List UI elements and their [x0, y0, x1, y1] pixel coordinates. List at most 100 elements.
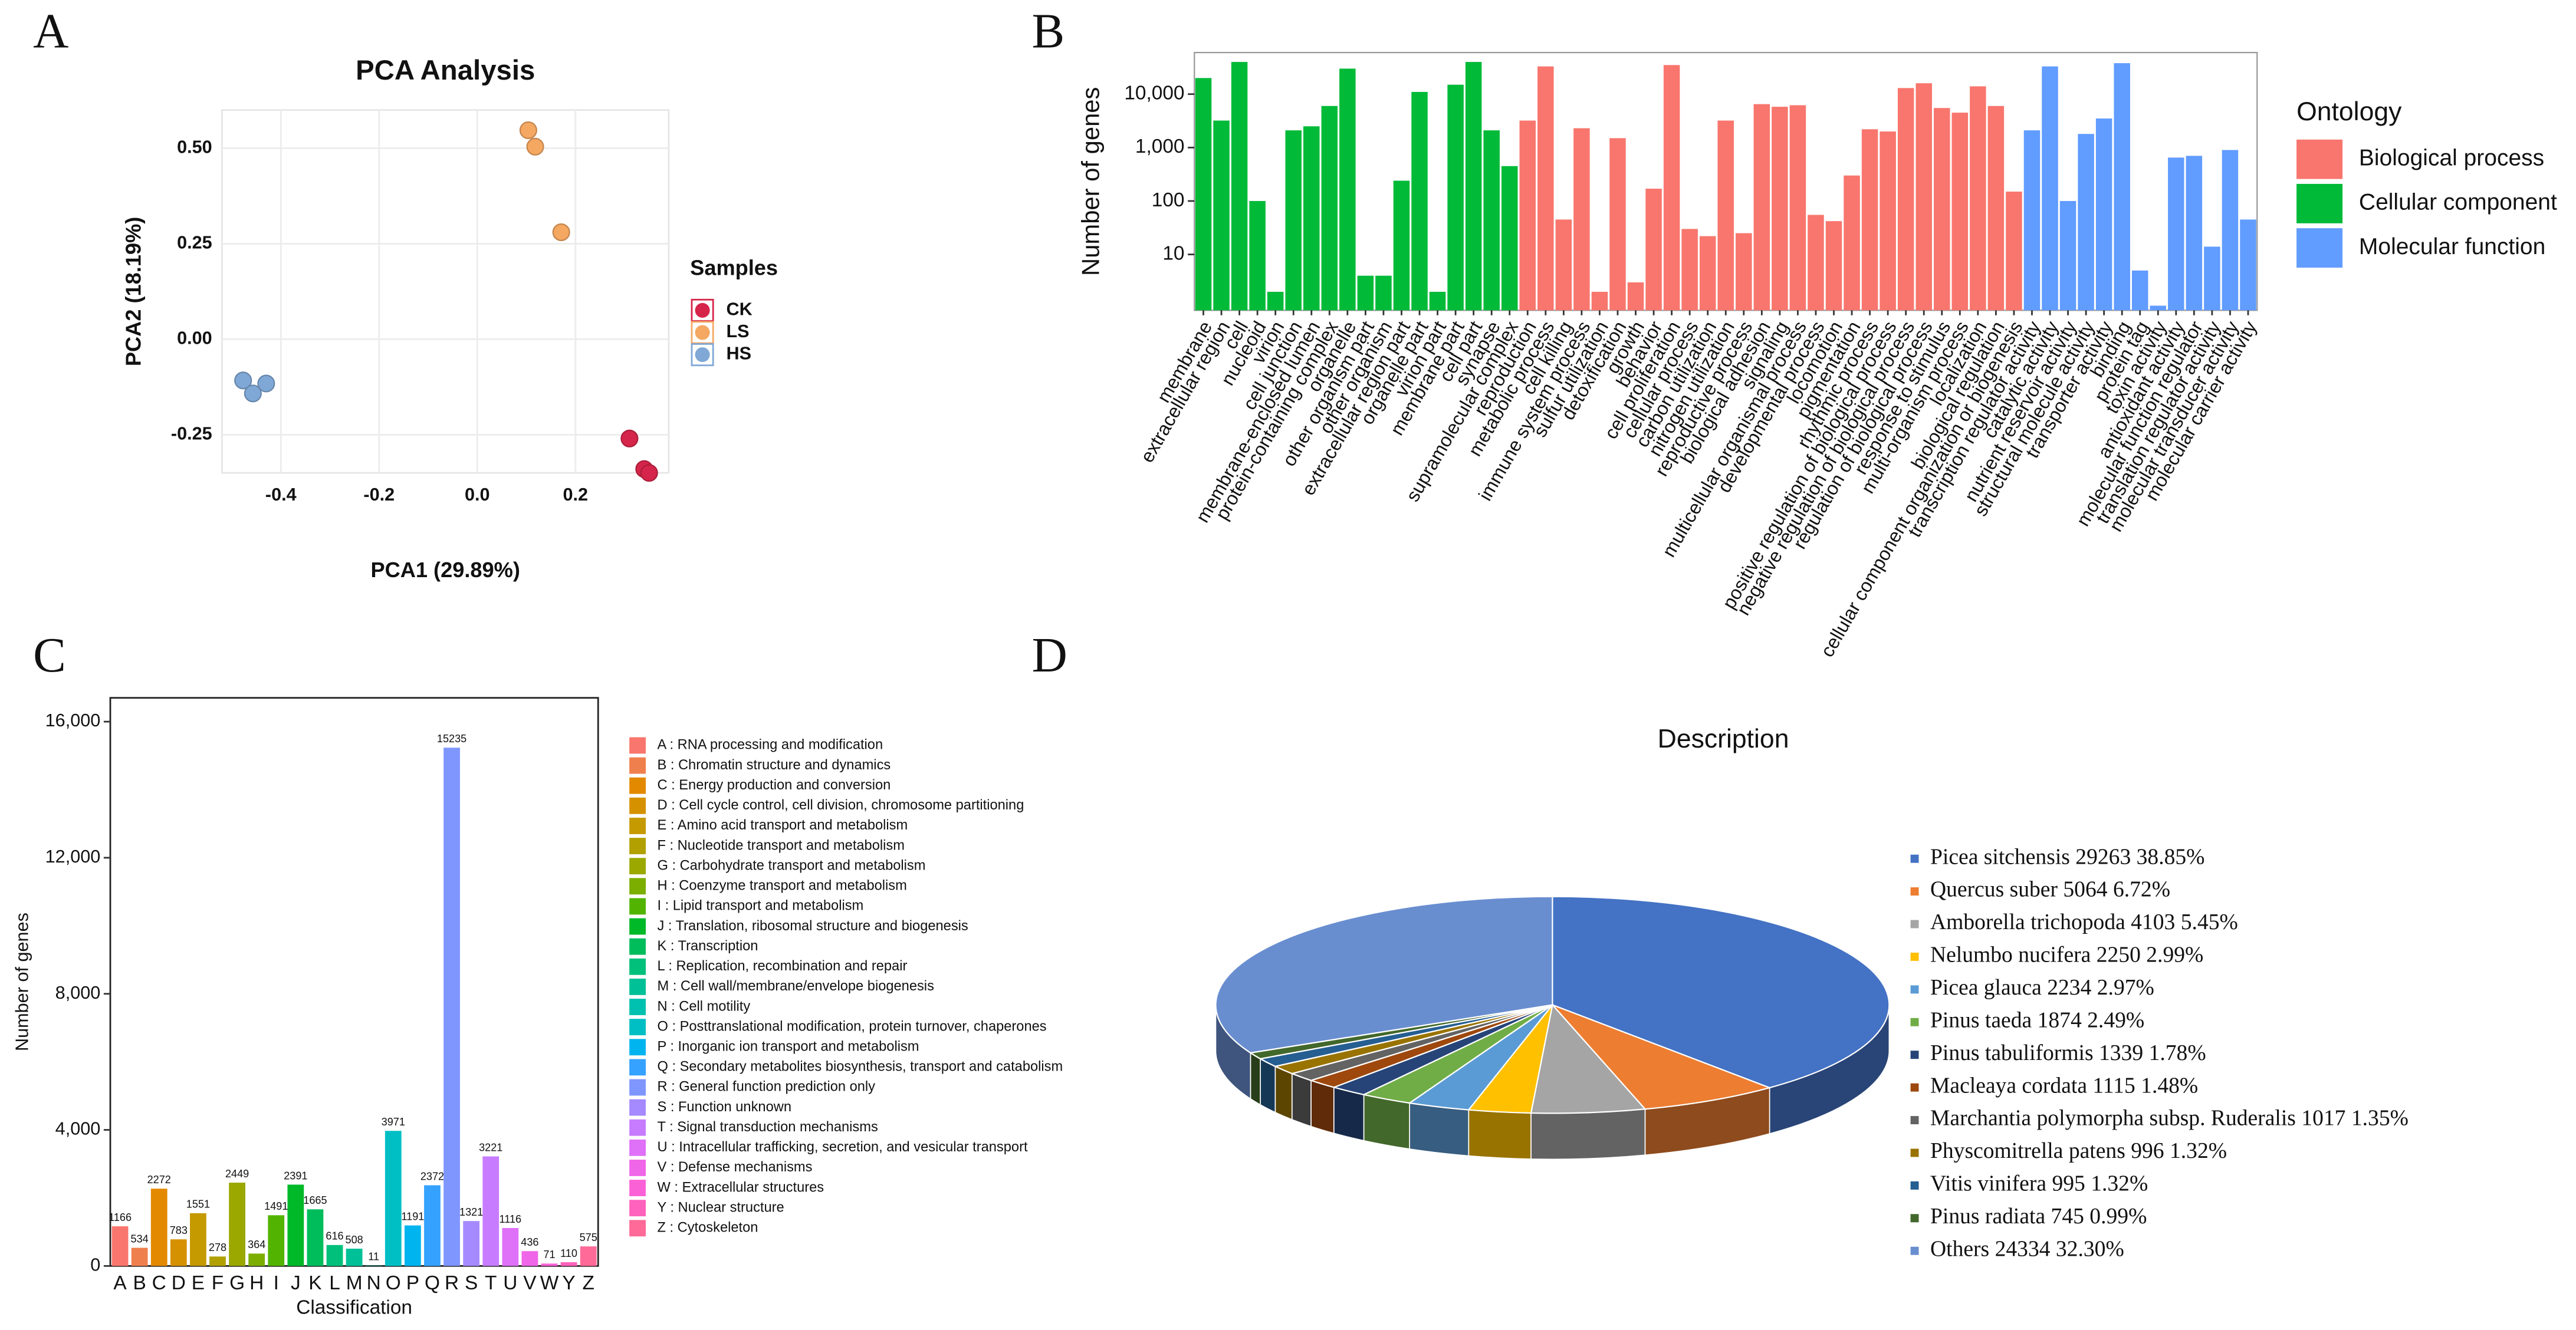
legend-label: D : Cell cycle control, cell division, c…: [657, 798, 1024, 813]
value-label: 2391: [284, 1170, 307, 1181]
legend-label: Marchantia polymorpha subsp. Ruderalis 1…: [1930, 1107, 2409, 1131]
bar: [248, 1253, 265, 1266]
legend-swatch: [629, 1039, 646, 1056]
bar: [1303, 126, 1320, 311]
legend-label: Others 24334 32.30%: [1930, 1237, 2124, 1261]
bar: [1789, 105, 1806, 311]
value-label: 364: [248, 1239, 265, 1250]
point: [519, 121, 537, 139]
x-tick-label: C: [152, 1272, 166, 1294]
value-label: 11: [368, 1251, 379, 1263]
legend-swatch: [629, 1160, 646, 1176]
bar: [521, 1251, 538, 1266]
value-label: 3221: [479, 1141, 502, 1153]
x-tick-label: S: [465, 1272, 478, 1294]
bar: [287, 1184, 304, 1266]
legend-label: LS: [726, 321, 749, 341]
legend-label: Nelumbo nucifera 2250 2.99%: [1930, 943, 2203, 967]
legend-label: L : Replication, recombination and repai…: [657, 959, 907, 974]
bar: [1357, 275, 1374, 311]
legend-label: O : Posttranslational modification, prot…: [657, 1019, 1046, 1034]
x-tick-label: M: [346, 1272, 363, 1294]
point: [244, 384, 262, 403]
point: [257, 374, 275, 393]
legend-swatch: [629, 978, 646, 995]
bar: [1537, 66, 1554, 311]
bar: [502, 1227, 519, 1266]
bar: [1231, 62, 1248, 311]
bar: [1321, 106, 1338, 311]
x-tick-label: D: [172, 1272, 186, 1294]
bar: [580, 1246, 597, 1266]
x-tick-label: O: [386, 1272, 401, 1294]
bar: [229, 1183, 245, 1266]
legend-swatch: [629, 958, 646, 975]
bar: [1934, 108, 1950, 311]
bar: [1429, 291, 1446, 311]
x-tick-label: V: [523, 1272, 537, 1294]
bar: [170, 1239, 187, 1266]
bar: [424, 1185, 441, 1266]
x-tick-label: L: [329, 1272, 340, 1294]
bar: [2150, 305, 2167, 311]
y-tick-label: 100: [1152, 189, 1185, 211]
bar: [1411, 91, 1428, 311]
chart-title: PCA Analysis: [356, 55, 535, 86]
legend-label: Physcomitrella patens 996 1.32%: [1930, 1139, 2227, 1163]
legend-label: C : Energy production and conversion: [657, 778, 891, 793]
value-label: 508: [346, 1234, 363, 1246]
legend-swatch: [629, 898, 646, 915]
x-tick-label: G: [229, 1272, 245, 1294]
value-label: 616: [326, 1230, 343, 1242]
legend-swatch: [1910, 1116, 1919, 1125]
point: [620, 429, 639, 447]
y-axis-label: Number of genes: [12, 913, 32, 1051]
legend-label: Macleaya cordata 1115 1.48%: [1930, 1074, 2198, 1098]
pie-side: [1530, 1108, 1646, 1160]
x-tick-label: -0.4: [265, 485, 297, 505]
legend-swatch: [1910, 1214, 1919, 1223]
legend-label: H : Coenzyme transport and metabolism: [657, 878, 906, 894]
bar: [1970, 86, 1986, 311]
legend-swatch: [629, 757, 646, 774]
legend-swatch: [1910, 887, 1919, 896]
legend-label: W : Extracellular structures: [657, 1180, 824, 1195]
value-label: 1166: [109, 1212, 132, 1223]
y-tick-label: 10: [1162, 242, 1184, 264]
bar: [482, 1156, 500, 1266]
legend-label: Quercus suber 5064 6.72%: [1930, 878, 2170, 902]
x-tick-label: -0.2: [363, 485, 395, 505]
point: [552, 223, 570, 241]
panel-label: C: [33, 628, 66, 683]
value-label: 110: [560, 1247, 577, 1259]
y-axis-label: Number of genes: [1077, 87, 1105, 276]
pie-slice: [1530, 1003, 1647, 1114]
value-label: 783: [170, 1224, 188, 1236]
bar: [307, 1209, 324, 1266]
x-tick-label: T: [485, 1272, 497, 1294]
pie-side: [1363, 1094, 1410, 1150]
y-tick-label: 0.25: [177, 232, 212, 252]
x-axis-label: Classification: [296, 1297, 412, 1319]
bar: [150, 1189, 167, 1266]
pie-side: [1310, 1079, 1335, 1134]
legend-swatch: [1910, 985, 1919, 994]
bar: [1339, 68, 1356, 311]
bar: [2114, 63, 2130, 311]
legend-label: Y : Nuclear structure: [657, 1200, 784, 1215]
legend-label: G : Carbohydrate transport and metabolis…: [657, 858, 925, 873]
bar: [1285, 130, 1302, 311]
bar: [2240, 219, 2256, 311]
legend-swatch: [629, 878, 646, 895]
bar: [404, 1225, 421, 1266]
bar: [2222, 150, 2239, 311]
legend-swatch: [1910, 1181, 1919, 1190]
x-tick-label: Z: [582, 1272, 594, 1294]
y-tick-label: 1,000: [1135, 136, 1185, 157]
value-label: 534: [131, 1233, 149, 1245]
x-tick-label: B: [133, 1272, 146, 1294]
bar: [1213, 120, 1230, 311]
legend-swatch: [629, 1220, 646, 1237]
y-axis-label: PCA2 (18.19%): [121, 217, 145, 366]
pie-side: [1250, 1052, 1261, 1106]
